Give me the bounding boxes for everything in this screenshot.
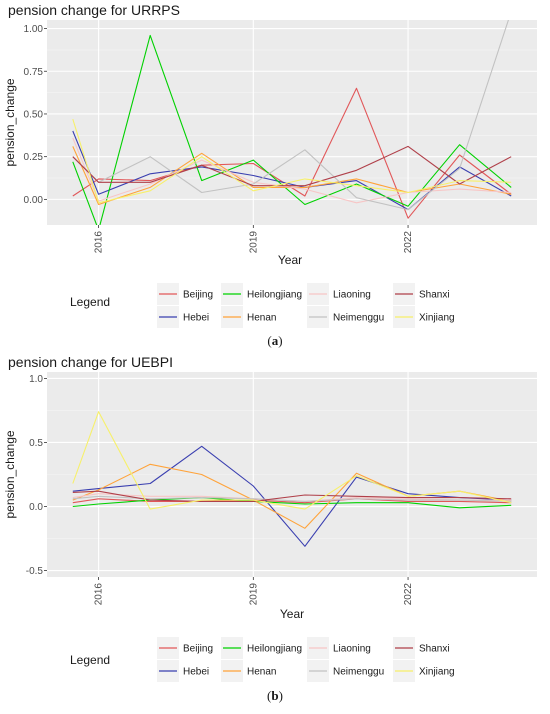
legend-title: Legend [70,295,110,309]
x-tick-label: 2016 [94,231,105,254]
chart-2: pension change for UEBPI -0.5 0.0 0.5 1.0 201… [3,354,537,703]
x-tick-label: 2022 [403,583,414,606]
series-line-shanxi [72,145,512,187]
legend-label: Xinjiang [419,667,455,678]
legend-label: Henan [247,313,276,324]
legend-label: Liaoning [333,644,371,655]
y-tick-label: 1.0 [29,374,43,385]
legend-label: Heilongjiang [247,290,302,301]
x-tick-label: 2016 [94,583,105,606]
series-line-beijing [72,498,512,504]
caption-open: ( [267,688,271,703]
series-line-heilongjiang [72,34,512,225]
caption-close: ) [278,333,282,348]
x-tick-label: 2019 [248,231,259,254]
legend-label: Beijing [183,644,213,655]
y-tick-label: 0.75 [24,67,44,78]
figure-caption: (a) [267,333,282,348]
y-tick-label: 0.50 [24,109,44,120]
legend-label: Beijing [183,290,213,301]
series-line-heilongjiang [72,497,512,509]
y-tick-label: 0.5 [29,438,43,449]
x-tick-label: 2019 [248,583,259,606]
legend-label: Heilongjiang [247,644,302,655]
series-group [72,20,512,225]
series-line-neimenggu [72,495,512,502]
series-line-hebei [72,445,512,547]
figure-caption: (b) [267,688,283,703]
legend-label: Henan [247,667,276,678]
series-line-neimenggu [72,20,509,211]
legend-title: Legend [70,653,110,667]
y-tick-label: 0.25 [24,152,44,163]
y-tick-label: -0.5 [26,566,44,577]
series-line-xinjiang [72,118,512,204]
legend-label: Shanxi [419,644,450,655]
legend-label: Hebei [183,313,209,324]
chart-title: pension change for URRPS [8,2,180,18]
y-tick-label: 1.00 [24,24,44,35]
series-group [72,411,512,547]
caption-letter: b [271,688,278,703]
y-tick-label: 0.0 [29,502,43,513]
chart-1: pension change for URRPS 0.00 0.25 0.50 0.75… [3,2,537,348]
legend-label: Liaoning [333,290,371,301]
series-line-shanxi [72,490,512,502]
series-line-henan [72,146,512,206]
legend-label: Neimenggu [333,313,384,324]
legend-label: Shanxi [419,290,450,301]
y-axis-label: pension_change [3,430,17,518]
x-axis-label: Year [280,607,304,621]
legend-label: Hebei [183,667,209,678]
caption-close: ) [279,688,283,703]
legend-label: Xinjiang [419,313,455,324]
x-tick-label: 2022 [403,231,414,254]
legend: Legend Beijing Hebei Heilongjiang Henan Liaon… [70,283,455,328]
series-line-xinjiang [72,411,512,510]
caption-open: ( [267,333,271,348]
legend-label: Neimenggu [333,667,384,678]
legend: Legend Beijing Hebei Heilongjiang Henan Liaon… [70,637,455,682]
chart-title: pension change for UEBPI [8,354,173,370]
caption-letter: a [272,333,279,348]
y-tick-label: 0.00 [24,195,44,206]
y-axis-label: pension_change [3,78,17,166]
x-axis-label: Year [278,253,302,267]
